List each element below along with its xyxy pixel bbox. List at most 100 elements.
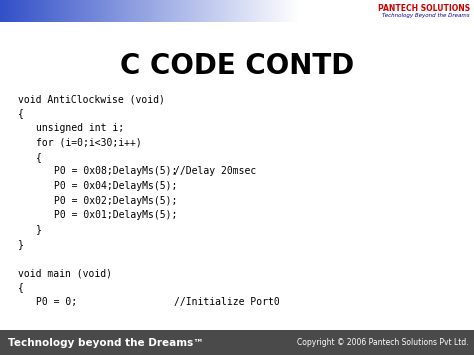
Bar: [292, 0, 293, 22]
Bar: [299, 0, 300, 22]
Bar: [14, 0, 15, 22]
Bar: [253, 0, 254, 22]
Bar: [278, 0, 279, 22]
Bar: [251, 0, 252, 22]
Bar: [277, 0, 278, 22]
Bar: [44, 0, 45, 22]
Bar: [138, 0, 139, 22]
Bar: [169, 0, 170, 22]
Bar: [70, 0, 71, 22]
Bar: [114, 0, 115, 22]
Bar: [64, 0, 65, 22]
Bar: [286, 0, 287, 22]
Bar: [221, 0, 222, 22]
Bar: [214, 0, 215, 22]
Text: {: {: [18, 283, 24, 293]
Bar: [50, 0, 51, 22]
Bar: [133, 0, 134, 22]
Bar: [246, 0, 247, 22]
Bar: [184, 0, 185, 22]
Bar: [211, 0, 212, 22]
Bar: [284, 0, 285, 22]
Bar: [31, 0, 32, 22]
Bar: [179, 0, 180, 22]
Bar: [93, 0, 94, 22]
Bar: [52, 0, 53, 22]
Bar: [2, 0, 3, 22]
Text: }: }: [36, 224, 42, 235]
Bar: [229, 0, 230, 22]
Bar: [288, 0, 289, 22]
Bar: [217, 0, 218, 22]
Bar: [94, 0, 95, 22]
Bar: [99, 0, 100, 22]
Bar: [148, 0, 149, 22]
Bar: [131, 0, 132, 22]
Bar: [177, 0, 178, 22]
Bar: [4, 0, 5, 22]
Bar: [225, 0, 226, 22]
Bar: [135, 0, 136, 22]
Bar: [191, 0, 192, 22]
Bar: [28, 0, 29, 22]
Text: //Initialize Port0: //Initialize Port0: [174, 297, 280, 307]
Bar: [17, 0, 18, 22]
Bar: [201, 0, 202, 22]
Bar: [0, 330, 474, 355]
Bar: [226, 0, 227, 22]
Bar: [231, 0, 232, 22]
Bar: [91, 0, 92, 22]
Bar: [192, 0, 193, 22]
Bar: [157, 0, 158, 22]
Text: //Delay 20msec: //Delay 20msec: [174, 166, 256, 176]
Bar: [193, 0, 194, 22]
Text: for (i=0;i<30;i++): for (i=0;i<30;i++): [36, 137, 142, 147]
Bar: [167, 0, 168, 22]
Bar: [84, 0, 85, 22]
Bar: [11, 0, 12, 22]
Bar: [112, 0, 113, 22]
Bar: [51, 0, 52, 22]
Bar: [67, 0, 68, 22]
Text: C CODE CONTD: C CODE CONTD: [120, 52, 354, 80]
Bar: [173, 0, 174, 22]
Bar: [100, 0, 101, 22]
Bar: [243, 0, 244, 22]
Bar: [233, 0, 234, 22]
Bar: [53, 0, 54, 22]
Bar: [54, 0, 55, 22]
Bar: [107, 0, 108, 22]
Bar: [87, 0, 88, 22]
Bar: [159, 0, 160, 22]
Bar: [68, 0, 69, 22]
Bar: [156, 0, 157, 22]
Bar: [268, 0, 269, 22]
Bar: [85, 0, 86, 22]
Bar: [74, 0, 75, 22]
Bar: [115, 0, 116, 22]
Bar: [150, 0, 151, 22]
Bar: [248, 0, 249, 22]
Bar: [279, 0, 280, 22]
Bar: [20, 0, 21, 22]
Bar: [275, 0, 276, 22]
Bar: [29, 0, 30, 22]
Text: {: {: [36, 152, 42, 162]
Bar: [60, 0, 61, 22]
Bar: [95, 0, 96, 22]
Bar: [241, 0, 242, 22]
Bar: [110, 0, 111, 22]
Bar: [16, 0, 17, 22]
Bar: [59, 0, 60, 22]
Bar: [154, 0, 155, 22]
Bar: [166, 0, 167, 22]
Bar: [127, 0, 128, 22]
Text: {: {: [18, 109, 24, 119]
Bar: [164, 0, 165, 22]
Bar: [185, 0, 186, 22]
Bar: [119, 0, 120, 22]
Bar: [196, 0, 197, 22]
Bar: [121, 0, 122, 22]
Bar: [145, 0, 146, 22]
Bar: [56, 0, 57, 22]
